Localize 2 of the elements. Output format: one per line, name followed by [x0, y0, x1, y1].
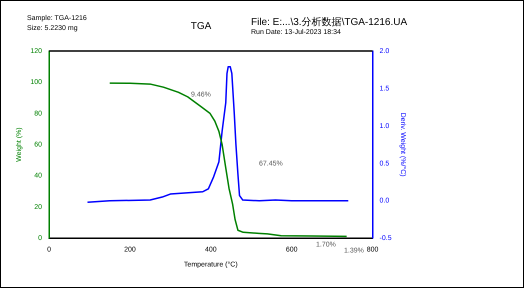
- chart-title: TGA: [190, 21, 212, 32]
- text: File: E:...\3.分析数据\TGA-1216.UA: [251, 16, 408, 29]
